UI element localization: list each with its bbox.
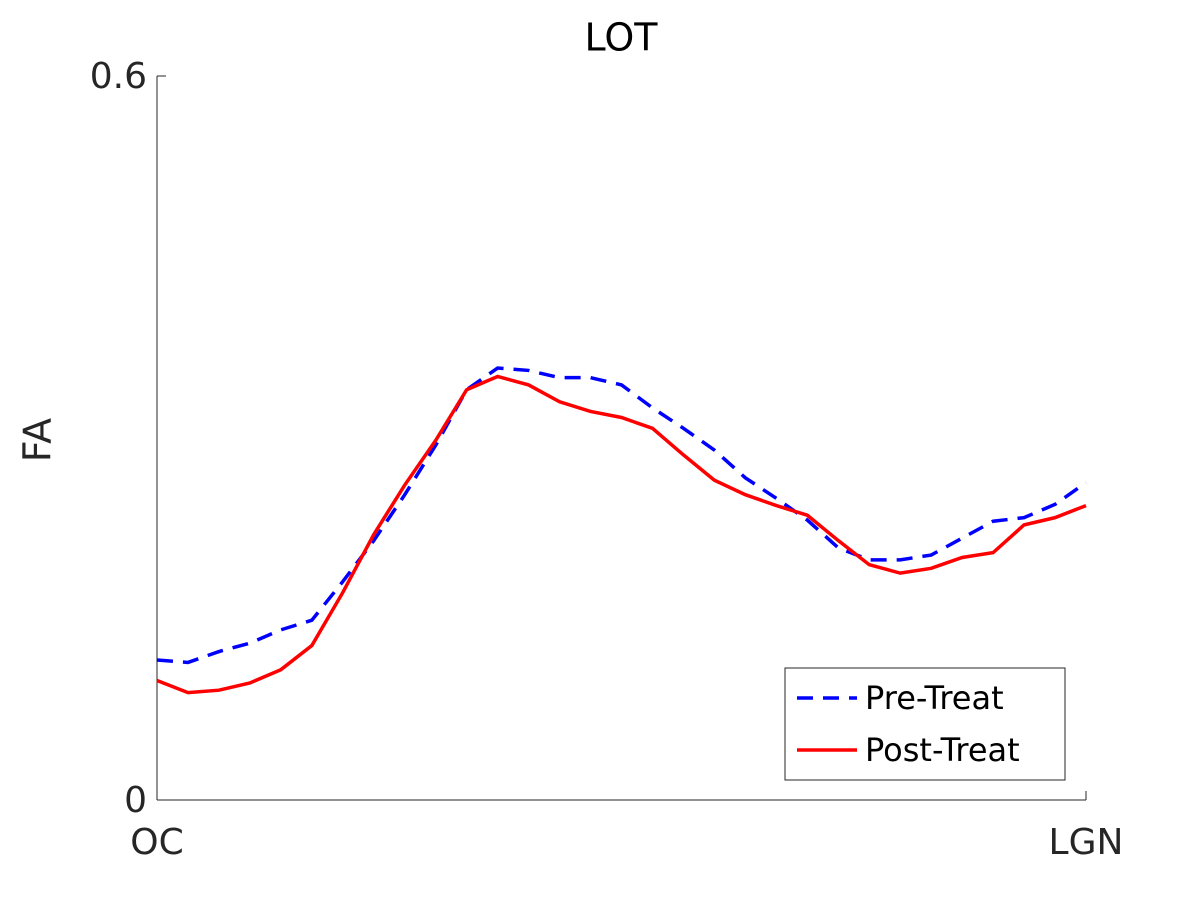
line-series [156,374,1087,695]
legend-label: Pre-Treat [865,679,1004,717]
chart-title: LOT [585,16,659,60]
y-tick-label: 0 [124,780,147,821]
legend-label: Post-Treat [865,731,1020,769]
x-tick-label: LGN [1049,822,1124,863]
x-tick-label: OC [130,822,183,863]
legend-box [784,667,1066,781]
y-tick-label: 0.6 [90,56,147,97]
line-series [156,366,1088,665]
y-axis-label: FA [16,418,60,462]
